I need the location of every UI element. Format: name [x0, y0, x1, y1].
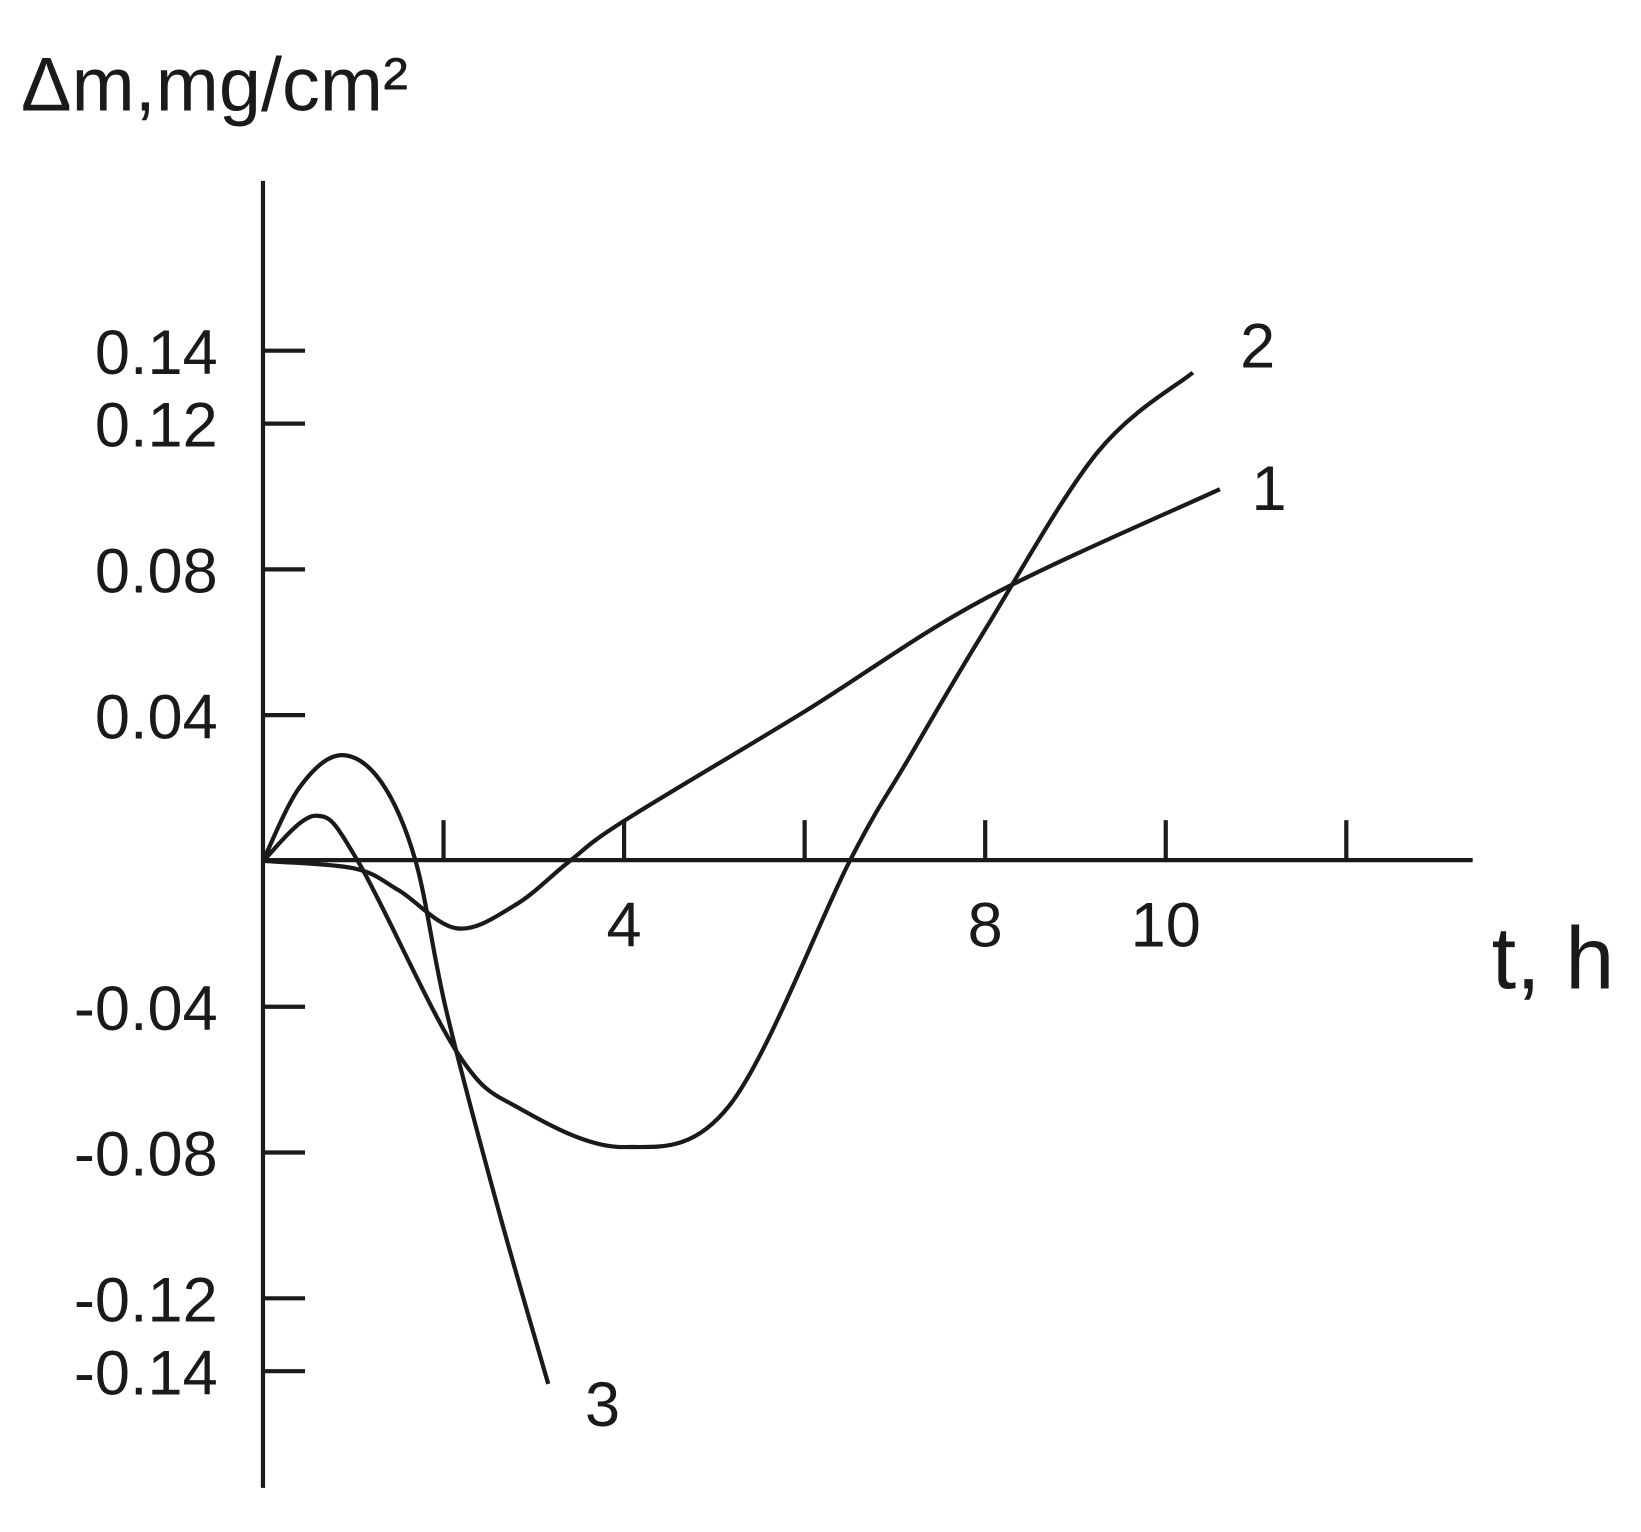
- y-tick-label: 0.08: [95, 537, 218, 607]
- y-tick-label: -0.08: [74, 1120, 218, 1190]
- series-line: [261, 753, 551, 1385]
- y-tick-label: -0.12: [74, 1265, 218, 1335]
- y-tick-label: -0.04: [74, 974, 218, 1044]
- y-tick-label: 0.04: [95, 682, 218, 752]
- series-label: 3: [585, 1370, 620, 1440]
- y-tick-label: 0.12: [95, 391, 218, 461]
- series-label: 1: [1251, 454, 1286, 524]
- x-tick-label: 4: [607, 890, 642, 960]
- y-tick-label: 0.14: [95, 318, 218, 388]
- series-line: [261, 370, 1195, 1150]
- x-axis-title: t, h: [1492, 908, 1615, 1007]
- series-label: 2: [1240, 311, 1275, 381]
- y-axis-title: Δm,mg/cm²: [21, 42, 408, 127]
- x-tick-label: 8: [968, 890, 1003, 960]
- x-tick-label: 10: [1131, 890, 1201, 960]
- y-tick-label: -0.14: [74, 1338, 218, 1408]
- series-line: [262, 487, 1221, 931]
